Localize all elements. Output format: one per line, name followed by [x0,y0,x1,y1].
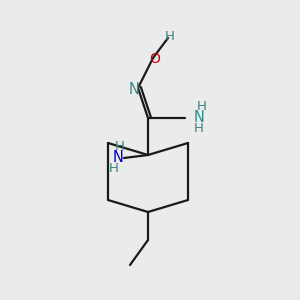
Text: O: O [150,52,160,66]
Text: H: H [115,140,125,154]
Text: N: N [129,82,140,97]
Text: H: H [197,100,207,113]
Text: N: N [112,151,123,166]
Text: H: H [194,122,204,136]
Text: N: N [194,110,204,125]
Text: H: H [165,31,175,44]
Text: H: H [109,163,119,176]
